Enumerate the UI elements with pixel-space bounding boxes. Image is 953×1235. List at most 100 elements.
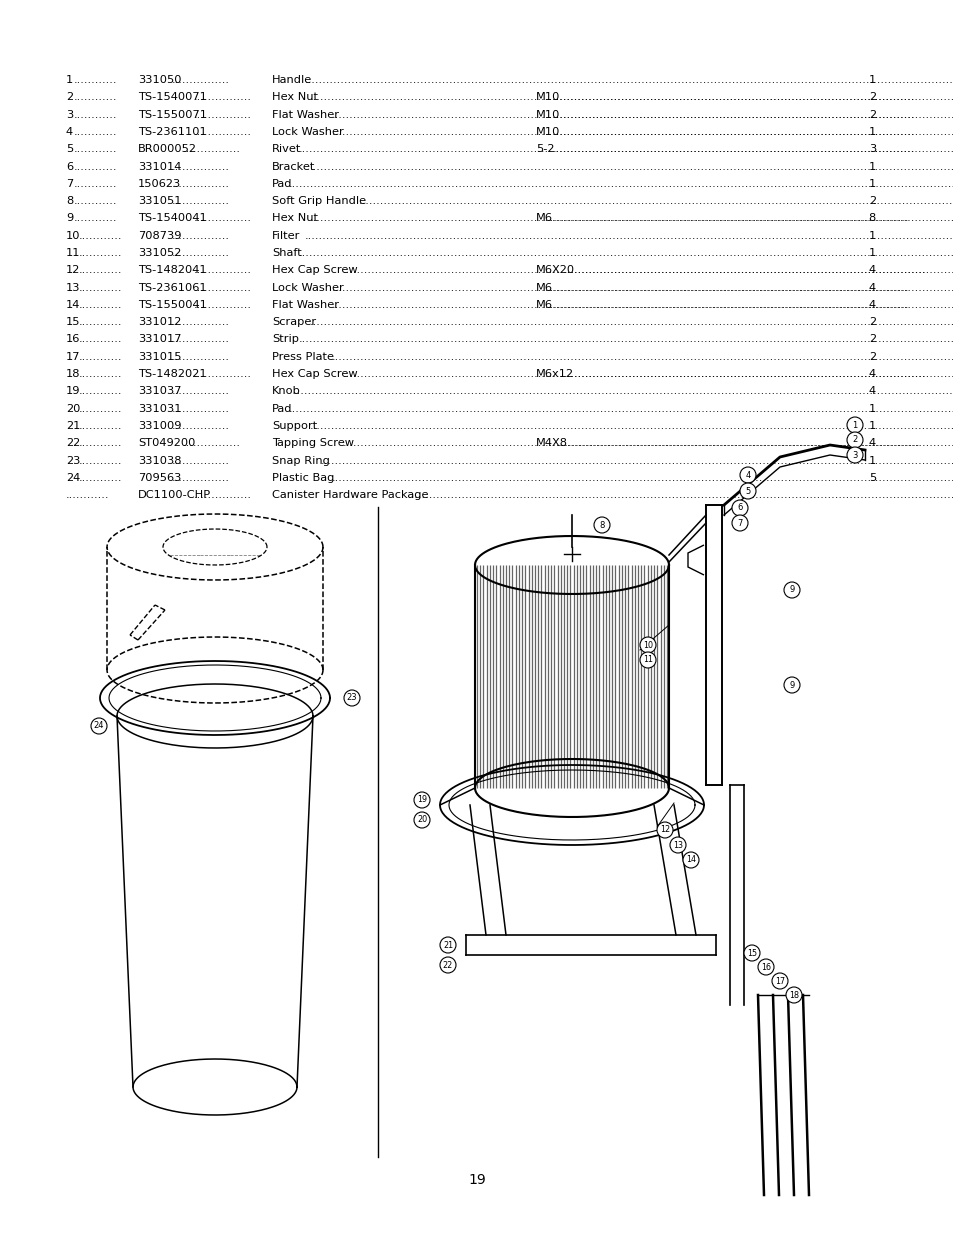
Text: Lock Washer: Lock Washer: [272, 283, 343, 293]
Text: ............: ............: [79, 369, 122, 379]
Text: 14: 14: [685, 856, 696, 864]
Text: 331015: 331015: [138, 352, 181, 362]
Text: ................................................................................: ........................................…: [342, 438, 953, 448]
Text: 150623: 150623: [138, 179, 181, 189]
Text: ............: ............: [73, 75, 116, 85]
Text: 10: 10: [66, 231, 80, 241]
Text: ................................................................................: ........................................…: [546, 300, 908, 310]
Circle shape: [783, 582, 800, 598]
Text: ............: ............: [79, 335, 122, 345]
Text: 19: 19: [66, 387, 80, 396]
Text: 331017: 331017: [138, 335, 181, 345]
Text: 2: 2: [851, 436, 857, 445]
Text: 22: 22: [442, 961, 453, 969]
Text: 21: 21: [66, 421, 80, 431]
Text: 15: 15: [746, 948, 757, 957]
Text: ................: ................: [193, 369, 252, 379]
Text: ................: ................: [172, 456, 229, 466]
Text: ................: ................: [172, 335, 229, 345]
Circle shape: [639, 637, 656, 653]
Circle shape: [439, 957, 456, 973]
Text: 17: 17: [774, 977, 784, 986]
Text: 9: 9: [788, 680, 794, 689]
Text: Support: Support: [272, 421, 317, 431]
Text: ................................................................................: ........................................…: [294, 387, 953, 396]
Text: 10: 10: [642, 641, 652, 650]
Circle shape: [743, 945, 760, 961]
Text: Knob: Knob: [272, 387, 300, 396]
Text: 1: 1: [868, 162, 875, 172]
Text: Hex Cap Screw: Hex Cap Screw: [272, 266, 357, 275]
Text: Bracket: Bracket: [272, 162, 315, 172]
Text: 2: 2: [868, 196, 875, 206]
Circle shape: [439, 937, 456, 953]
Text: ................: ................: [172, 231, 229, 241]
Text: ................................................................................: ........................................…: [552, 93, 914, 103]
Text: 11: 11: [642, 656, 652, 664]
Text: Scraper: Scraper: [272, 317, 315, 327]
Text: 11: 11: [66, 248, 80, 258]
Text: ................................................................................: ........................................…: [310, 162, 953, 172]
Circle shape: [740, 467, 755, 483]
Text: ................: ................: [172, 421, 229, 431]
Text: 12: 12: [659, 825, 669, 835]
Text: 2: 2: [868, 352, 875, 362]
Text: TS-2361061: TS-2361061: [138, 283, 207, 293]
Text: Plastic Bag: Plastic Bag: [272, 473, 334, 483]
Text: ................................................................................: ........................................…: [552, 144, 914, 154]
Text: ................................................................................: ........................................…: [321, 456, 953, 466]
Circle shape: [731, 515, 747, 531]
Text: 5: 5: [868, 473, 875, 483]
Text: TS-1550041: TS-1550041: [138, 300, 207, 310]
Text: 8: 8: [598, 520, 604, 530]
Text: ................................................................................: ........................................…: [299, 144, 953, 154]
Text: Soft Grip Handle: Soft Grip Handle: [272, 196, 366, 206]
Text: 331012: 331012: [138, 317, 181, 327]
Text: ............: ............: [73, 93, 116, 103]
Text: 331038: 331038: [138, 456, 181, 466]
Circle shape: [846, 432, 862, 448]
Text: Shaft: Shaft: [272, 248, 301, 258]
Text: 2: 2: [868, 93, 875, 103]
Text: M6X20: M6X20: [536, 266, 575, 275]
Text: 709563: 709563: [138, 473, 181, 483]
Text: Hex Cap Screw: Hex Cap Screw: [272, 369, 357, 379]
Text: ................................................................................: ........................................…: [563, 369, 925, 379]
Text: 1: 1: [851, 420, 857, 430]
Text: ............: ............: [79, 231, 122, 241]
Text: ................: ................: [172, 248, 229, 258]
Text: ................: ................: [182, 438, 240, 448]
Text: ............: ............: [79, 283, 122, 293]
Text: ............: ............: [79, 352, 122, 362]
Text: ................................................................................: ........................................…: [359, 196, 953, 206]
Text: 331052: 331052: [138, 248, 181, 258]
Text: M10: M10: [536, 93, 559, 103]
Text: M6x12: M6x12: [536, 369, 574, 379]
Text: M4X8: M4X8: [536, 438, 567, 448]
Text: 15: 15: [66, 317, 80, 327]
Text: M10: M10: [536, 127, 559, 137]
Text: ................: ................: [193, 93, 252, 103]
Text: ................: ................: [172, 179, 229, 189]
Text: ................................................................................: ........................................…: [552, 110, 914, 120]
Text: Tapping Screw: Tapping Screw: [272, 438, 354, 448]
Text: 1: 1: [868, 231, 875, 241]
Text: 18: 18: [788, 990, 799, 999]
Text: ................................................................................: ........................................…: [342, 369, 953, 379]
Text: ............: ............: [73, 162, 116, 172]
Circle shape: [639, 652, 656, 668]
Circle shape: [344, 690, 359, 706]
Circle shape: [669, 837, 685, 853]
Text: 1: 1: [868, 248, 875, 258]
Text: TS-1482021: TS-1482021: [138, 369, 207, 379]
Text: ................................................................................: ........................................…: [552, 127, 914, 137]
Text: TS-1550071: TS-1550071: [138, 110, 207, 120]
Text: 331051: 331051: [138, 196, 181, 206]
Text: ............: ............: [79, 387, 122, 396]
Text: TS-1540041: TS-1540041: [138, 214, 207, 224]
Text: 2: 2: [868, 335, 875, 345]
Text: ............: ............: [73, 127, 116, 137]
Text: 4: 4: [868, 387, 875, 396]
Text: ............: ............: [79, 421, 122, 431]
Text: ................................................................................: ........................................…: [288, 179, 953, 189]
